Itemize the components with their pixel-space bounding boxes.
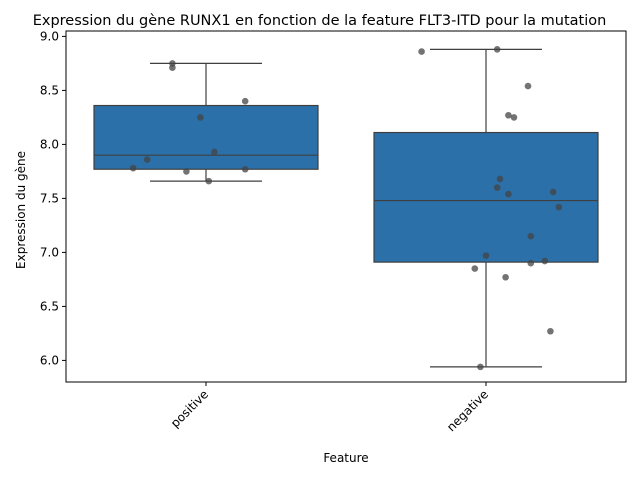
x-tick-label: negative <box>444 387 491 434</box>
boxes-layer <box>93 48 599 368</box>
data-point-negative <box>547 327 554 335</box>
data-point-negative <box>493 46 501 53</box>
x-axis-label: Feature <box>323 451 368 465</box>
y-tick-label: 8.5 <box>40 83 59 97</box>
data-point-negative <box>418 48 425 55</box>
y-tick-label: 6.5 <box>40 299 59 313</box>
data-point-negative <box>505 190 512 198</box>
data-point-negative <box>510 114 518 121</box>
y-axis-label: Expression du gène <box>14 151 28 269</box>
y-axis: 6.0 6.5 7.0 7.5 8.0 8.5 9.0 <box>40 29 66 367</box>
data-point-positive <box>197 114 204 121</box>
data-point-negative <box>502 273 509 281</box>
data-point-positive <box>241 165 249 173</box>
data-point-negative <box>555 203 563 211</box>
data-point-positive <box>143 156 151 163</box>
x-axis: positive negative <box>168 382 491 434</box>
box-positive <box>93 104 319 170</box>
box-negative <box>373 131 599 263</box>
data-point-positive <box>129 164 137 172</box>
data-point-negative <box>527 232 535 240</box>
data-point-positive <box>183 168 190 175</box>
data-point-positive <box>241 97 249 105</box>
data-point-negative <box>493 184 501 191</box>
data-point-positive <box>205 177 213 185</box>
y-tick-label: 9.0 <box>40 29 59 43</box>
data-point-negative <box>524 82 532 90</box>
x-tick-label: positive <box>168 387 211 430</box>
points-layer <box>129 46 563 371</box>
data-point-negative <box>471 265 479 272</box>
data-point-negative <box>505 111 512 119</box>
data-point-negative <box>496 175 504 183</box>
plot-frame <box>65 30 627 383</box>
y-tick-label: 8.0 <box>40 137 59 151</box>
y-tick-label: 7.5 <box>40 191 59 205</box>
data-point-positive <box>169 64 176 72</box>
data-point-negative <box>549 188 557 196</box>
data-point-negative <box>541 257 549 265</box>
y-tick-label: 6.0 <box>40 353 59 367</box>
data-point-negative <box>527 259 535 267</box>
chart-title: Expression du gène RUNX1 en fonction de … <box>33 13 607 29</box>
data-point-negative <box>477 363 484 371</box>
y-tick-label: 7.0 <box>40 245 59 259</box>
data-point-negative <box>482 252 490 259</box>
data-point-positive <box>211 148 218 156</box>
